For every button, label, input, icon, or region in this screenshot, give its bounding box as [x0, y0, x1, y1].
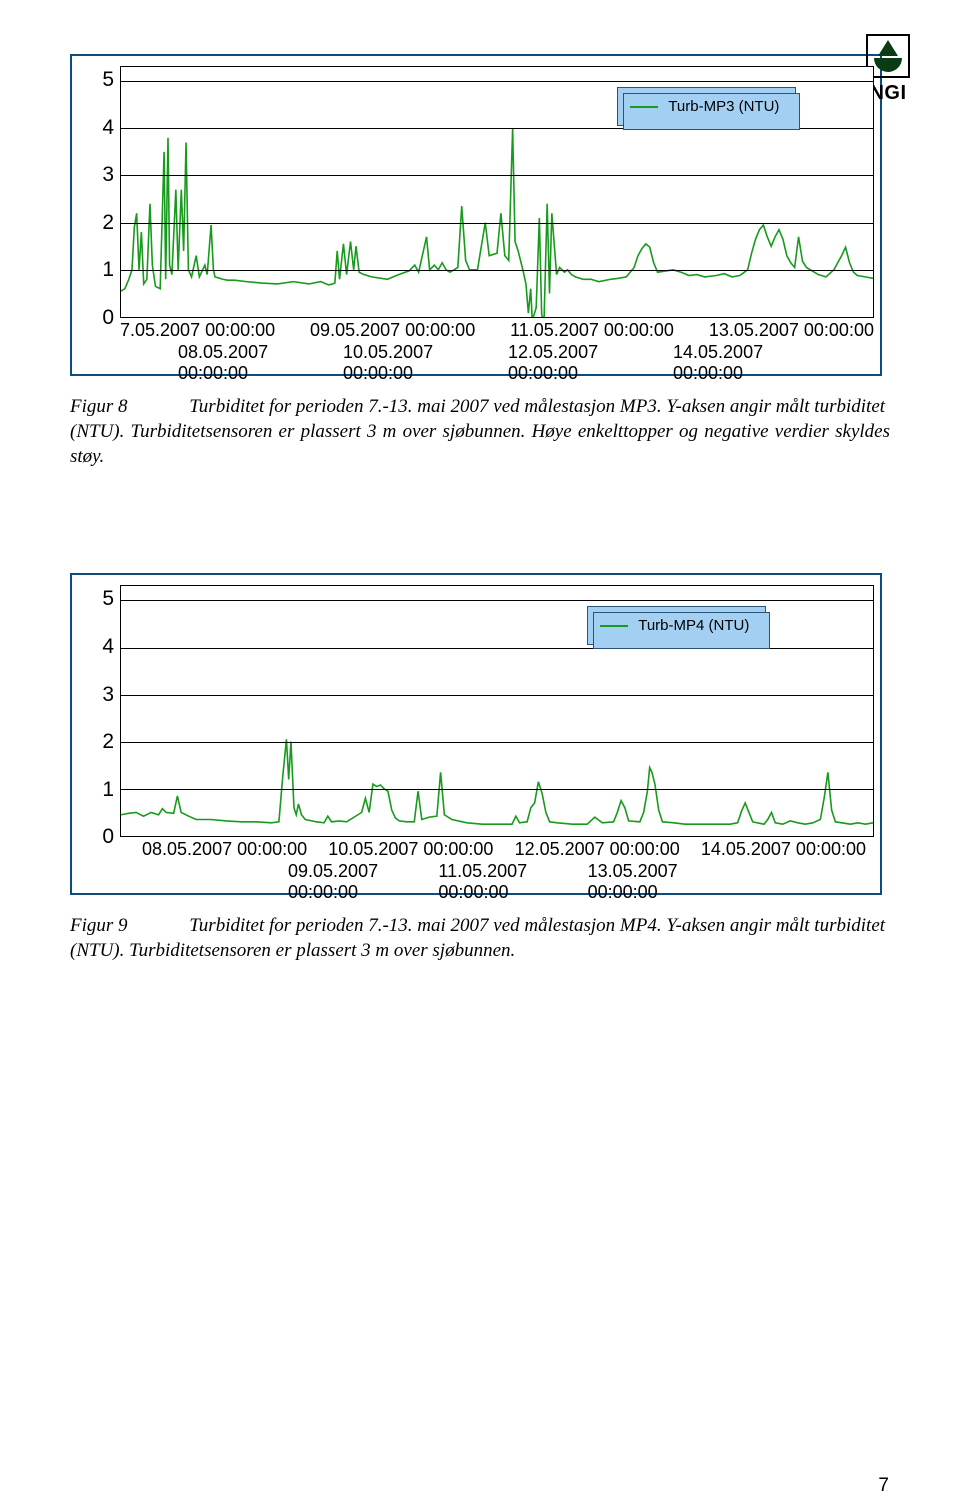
- chart-turb-mp4: 012345 Turb-MP4 (NTU) 08.05.2007 00:00:0…: [70, 573, 882, 895]
- x-axis: 08.05.2007 00:00:0010.05.2007 00:00:0012…: [120, 837, 874, 885]
- legend-mp3: Turb-MP3 (NTU): [617, 87, 796, 126]
- y-axis: 012345: [86, 66, 120, 318]
- x-axis: 7.05.2007 00:00:0009.05.2007 00:00:0011.…: [120, 318, 874, 366]
- plot-area-mp3: Turb-MP3 (NTU): [120, 66, 874, 318]
- y-axis: 012345: [86, 585, 120, 837]
- caption-figure-9: Figur 9 Turbiditet for perioden 7.-13. m…: [70, 913, 890, 963]
- legend-label: Turb-MP3 (NTU): [668, 98, 779, 115]
- plot-area-mp4: Turb-MP4 (NTU): [120, 585, 874, 837]
- page-number: 7: [878, 1475, 889, 1497]
- chart-turb-mp3: 012345 Turb-MP3 (NTU) 7.05.2007 00:00:00…: [70, 54, 882, 376]
- legend-label: Turb-MP4 (NTU): [638, 617, 749, 634]
- figure-label: Figur 9: [70, 915, 128, 936]
- caption-figure-8: Figur 8 Turbiditet for perioden 7.-13. m…: [70, 394, 890, 469]
- legend-mp4: Turb-MP4 (NTU): [587, 606, 766, 645]
- figure-label: Figur 8: [70, 396, 128, 417]
